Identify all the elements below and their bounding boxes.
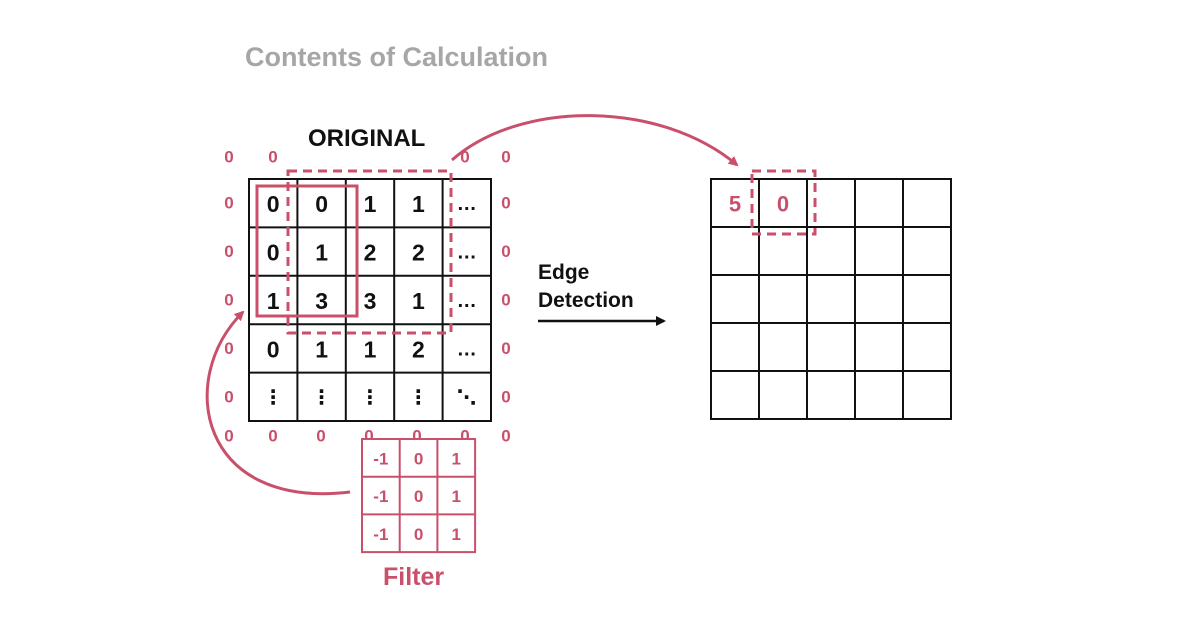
padding-zero: 0 — [316, 427, 325, 446]
padding-zero: 0 — [501, 242, 510, 261]
original-cell-value: 0 — [267, 240, 280, 266]
padding-zero: 0 — [501, 194, 510, 213]
filter-cell-value: 0 — [414, 449, 423, 468]
original-cell-value: 0 — [267, 191, 280, 217]
original-cell-value: ⋮ — [263, 387, 283, 409]
output-cell-highlight — [750, 169, 817, 236]
original-cell-value: ⋮ — [360, 387, 380, 409]
padding-zero: 0 — [460, 148, 469, 167]
output-cell-value: 0 — [777, 192, 789, 217]
filter-cell-value: 1 — [452, 449, 461, 468]
padding-zero: 0 — [268, 148, 277, 167]
original-matrix: 0 0 1 1 … 0 1 2 2 … 1 3 3 1 … 0 1 1 2 … ⋮ ⋮ ⋮ ⋮ ⋱ — [248, 178, 492, 422]
output-grid-border — [710, 178, 952, 420]
operation-label-line2: Detection — [538, 289, 634, 312]
original-cell-value: … — [457, 338, 477, 360]
padding-zero: 0 — [501, 387, 510, 406]
padding-zero: 0 — [501, 291, 510, 310]
padding-zero: 0 — [501, 148, 510, 167]
original-cell-value: 2 — [412, 240, 425, 266]
original-cell-value: 1 — [412, 288, 425, 314]
original-grid-border — [248, 178, 492, 422]
original-cell-value: 1 — [364, 336, 377, 362]
filter-window-current — [255, 184, 359, 318]
original-cell-value: ⋱ — [457, 387, 477, 409]
filter-window-next — [286, 169, 453, 335]
padding-zero: 0 — [224, 387, 233, 406]
filter-apply-arrow — [205, 310, 351, 496]
original-cell-value: 0 — [267, 336, 280, 362]
filter-cell-value: 0 — [414, 525, 423, 544]
original-cell-value: 1 — [315, 336, 328, 362]
padding-zero: 0 — [224, 339, 233, 358]
padding-zero: 0 — [412, 427, 421, 446]
padding-zero: 0 — [501, 427, 510, 446]
padding-zero: 0 — [224, 291, 233, 310]
original-cell-value: … — [457, 242, 477, 264]
padding-zero: 0 — [268, 427, 277, 446]
original-label: ORIGINAL — [308, 125, 425, 152]
padding-zero: 0 — [224, 148, 233, 167]
padding-zero: 0 — [501, 339, 510, 358]
page-title: Contents of Calculation — [245, 42, 548, 72]
original-cell-value: … — [457, 193, 477, 215]
padding-zero: 0 — [224, 194, 233, 213]
original-cell-value: 1 — [364, 191, 377, 217]
filter-cell-value: -1 — [373, 449, 388, 468]
filter-matrix: -1 0 1 -1 0 1 -1 0 1 — [361, 438, 477, 554]
output-cell-value: 5 — [729, 192, 741, 217]
original-cell-value: 2 — [364, 240, 377, 266]
original-cell-value: 3 — [364, 288, 377, 314]
original-cell-value: … — [457, 290, 477, 312]
filter-cell-value: -1 — [373, 525, 388, 544]
operation-label-line1: Edge — [538, 261, 589, 284]
filter-label: Filter — [383, 563, 444, 591]
original-cell-value: 1 — [267, 288, 280, 314]
original-cell-value: 2 — [412, 336, 425, 362]
original-cell-value: 1 — [412, 191, 425, 217]
filter-cell-value: 1 — [452, 487, 461, 506]
filter-cell-value: -1 — [373, 487, 388, 506]
padding-zero: 0 — [460, 427, 469, 446]
original-cell-value: ⋮ — [408, 387, 428, 409]
padding-zero: 0 — [224, 242, 233, 261]
original-cell-value: 1 — [315, 240, 328, 266]
original-cell-value: 3 — [315, 288, 328, 314]
padding-zero: 0 — [364, 427, 373, 446]
filter-cell-value: 1 — [452, 525, 461, 544]
filter-grid-border — [361, 438, 477, 554]
padding-zero: 0 — [224, 427, 233, 446]
original-cell-value: 0 — [315, 191, 328, 217]
original-cell-value: ⋮ — [312, 387, 332, 409]
result-arrow — [451, 114, 739, 167]
padding-zeros: 0 0 0 0 0 0 0 0 0 0 0 0 0 0 0 0 0 0 0 0 0 — [224, 148, 510, 446]
filter-cell-value: 0 — [414, 487, 423, 506]
